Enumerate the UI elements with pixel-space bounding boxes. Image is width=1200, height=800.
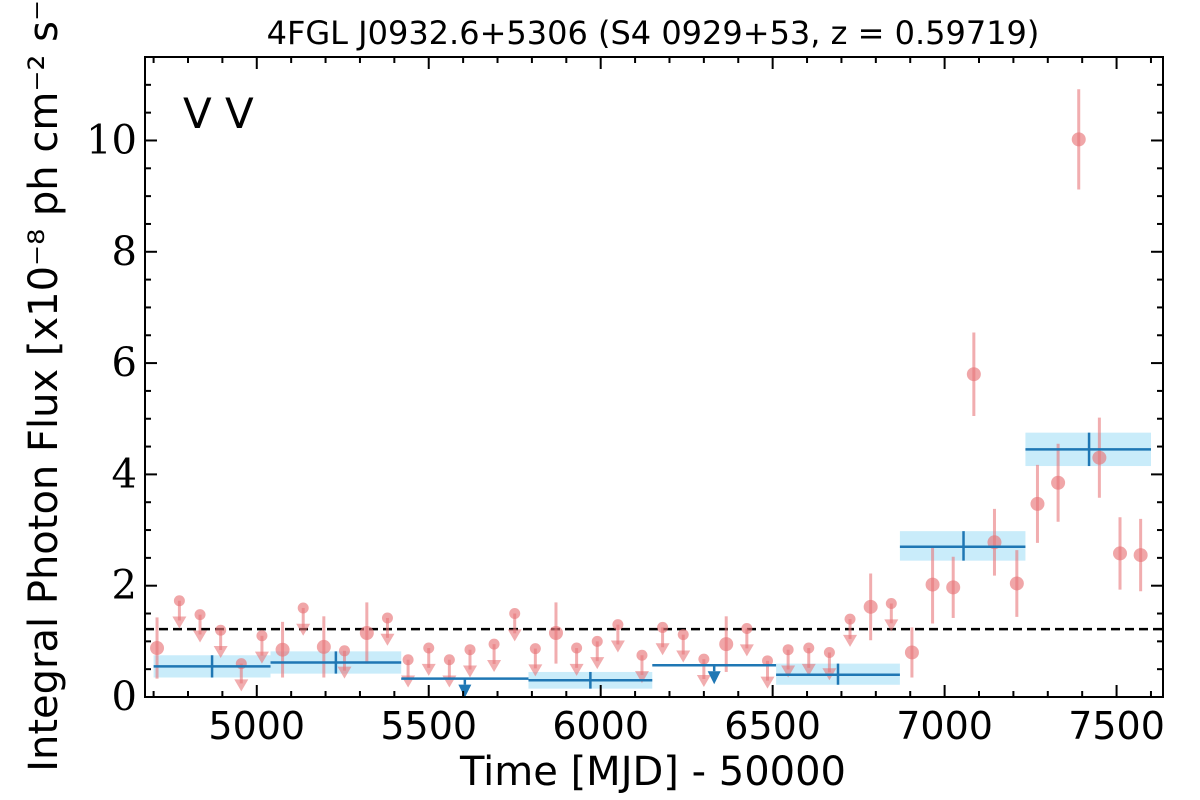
x-axis-title: Time [MJD] - 50000 (459, 749, 846, 795)
long-bin-upper-limit-arrow (458, 684, 472, 698)
upper-limit-arrow-head (739, 644, 754, 657)
flux-point (1071, 132, 1086, 147)
upper-limit-cap (698, 653, 710, 665)
upper-limit-arrow-head (463, 665, 478, 678)
upper-limit-cap (488, 638, 500, 650)
upper-limit-arrow-head (610, 640, 625, 653)
upper-limit-cap (402, 654, 414, 666)
upper-limit-arrow-head (884, 619, 899, 632)
upper-limit-cap (297, 602, 309, 614)
flux-point (1030, 496, 1045, 511)
flux-point (548, 626, 563, 640)
upper-limit-cap (741, 623, 753, 635)
upper-limit-arrow-head (380, 633, 395, 646)
upper-limit-arrow-head (528, 664, 543, 677)
upper-limit-cap (677, 629, 689, 641)
flux-point (150, 641, 165, 656)
upper-limit-cap (591, 635, 603, 647)
red-corner-marker: V (225, 89, 254, 138)
y-tick-label: 10 (86, 117, 137, 163)
upper-limit-cap (256, 630, 268, 642)
upper-limit-cap (443, 654, 455, 666)
x-tick-label: 5000 (208, 704, 305, 748)
upper-limit-arrow-head (487, 659, 502, 672)
upper-limit-arrow-head (421, 663, 436, 676)
upper-limit-cap (529, 643, 541, 655)
x-tick-label: 7000 (896, 704, 993, 748)
upper-limit-arrow-head (655, 643, 670, 656)
y-tick-label: 4 (112, 451, 137, 497)
y-axis-title: Integral Photon Flux [x10⁻⁸ ph cm⁻² s⁻¹] (21, 0, 67, 772)
upper-limit-cap (571, 642, 583, 654)
flux-point (1133, 548, 1148, 563)
x-tick-label: 6500 (724, 704, 821, 748)
long-bin-upper-limit-arrow (707, 671, 721, 685)
upper-limit-cap (464, 644, 476, 656)
flux-point (1113, 546, 1128, 561)
upper-limit-cap (338, 645, 350, 657)
flux-point (904, 645, 919, 660)
upper-limit-cap (194, 609, 206, 621)
upper-limit-arrow-head (193, 630, 208, 643)
flux-point (1092, 450, 1107, 465)
upper-limit-cap (657, 621, 669, 633)
upper-limit-cap (215, 624, 227, 636)
upper-limit-cap (761, 655, 773, 667)
upper-limit-arrow-head (760, 676, 775, 689)
upper-limit-arrow-head (843, 634, 858, 647)
flux-point (1009, 576, 1024, 591)
upper-limit-cap (173, 595, 185, 607)
upper-limit-arrow-head (676, 650, 691, 663)
plot-frame (144, 56, 1164, 698)
chart-title: 4FGL J0932.6+5306 (S4 0929+53, z = 0.597… (267, 14, 1040, 52)
upper-limit-cap (823, 646, 835, 658)
flux-point (316, 639, 331, 654)
flux-point (1051, 475, 1066, 490)
upper-limit-cap (612, 619, 624, 631)
flux-point (863, 599, 878, 614)
upper-limit-cap (844, 613, 856, 625)
upper-limit-cap (381, 612, 393, 624)
upper-limit-cap (636, 649, 648, 661)
y-tick-label: 6 (112, 340, 137, 386)
upper-limit-arrow-head (296, 623, 311, 636)
flux-point (719, 637, 734, 652)
upper-limit-arrow-head (401, 675, 416, 688)
upper-limit-cap (423, 642, 435, 654)
y-tick-label: 2 (112, 563, 137, 609)
x-tick-label: 7500 (1068, 704, 1165, 748)
upper-limit-arrow-head (590, 657, 605, 670)
x-tick-label: 5500 (380, 704, 477, 748)
upper-limit-arrow-head (634, 671, 649, 684)
upper-limit-cap (803, 642, 815, 654)
upper-limit-arrow-head (696, 674, 711, 687)
upper-limit-arrow-head (234, 679, 249, 692)
flux-point (925, 577, 940, 592)
upper-limit-cap (885, 598, 897, 610)
upper-limit-arrow-head (569, 663, 584, 676)
plot-area (145, 89, 1163, 698)
upper-limit-cap (509, 608, 521, 620)
upper-limit-arrow-head (254, 651, 269, 664)
upper-limit-arrow-head (213, 646, 228, 659)
flux-point (359, 626, 374, 640)
flux-point (275, 642, 290, 657)
upper-limit-cap (782, 644, 794, 656)
flux-point (946, 580, 961, 595)
blue-corner-marker: V (183, 89, 212, 138)
upper-limit-arrow-head (781, 665, 796, 678)
upper-limit-arrow-head (442, 675, 457, 688)
y-tick-label: 0 (112, 674, 137, 720)
upper-limit-arrow-head (801, 663, 816, 676)
upper-limit-arrow-head (172, 616, 187, 629)
upper-limit-arrow-head (507, 629, 522, 642)
x-tick-label: 6000 (552, 704, 649, 748)
upper-limit-arrow-head (337, 666, 352, 679)
y-tick-label: 8 (112, 229, 137, 275)
flux-point (966, 367, 981, 382)
